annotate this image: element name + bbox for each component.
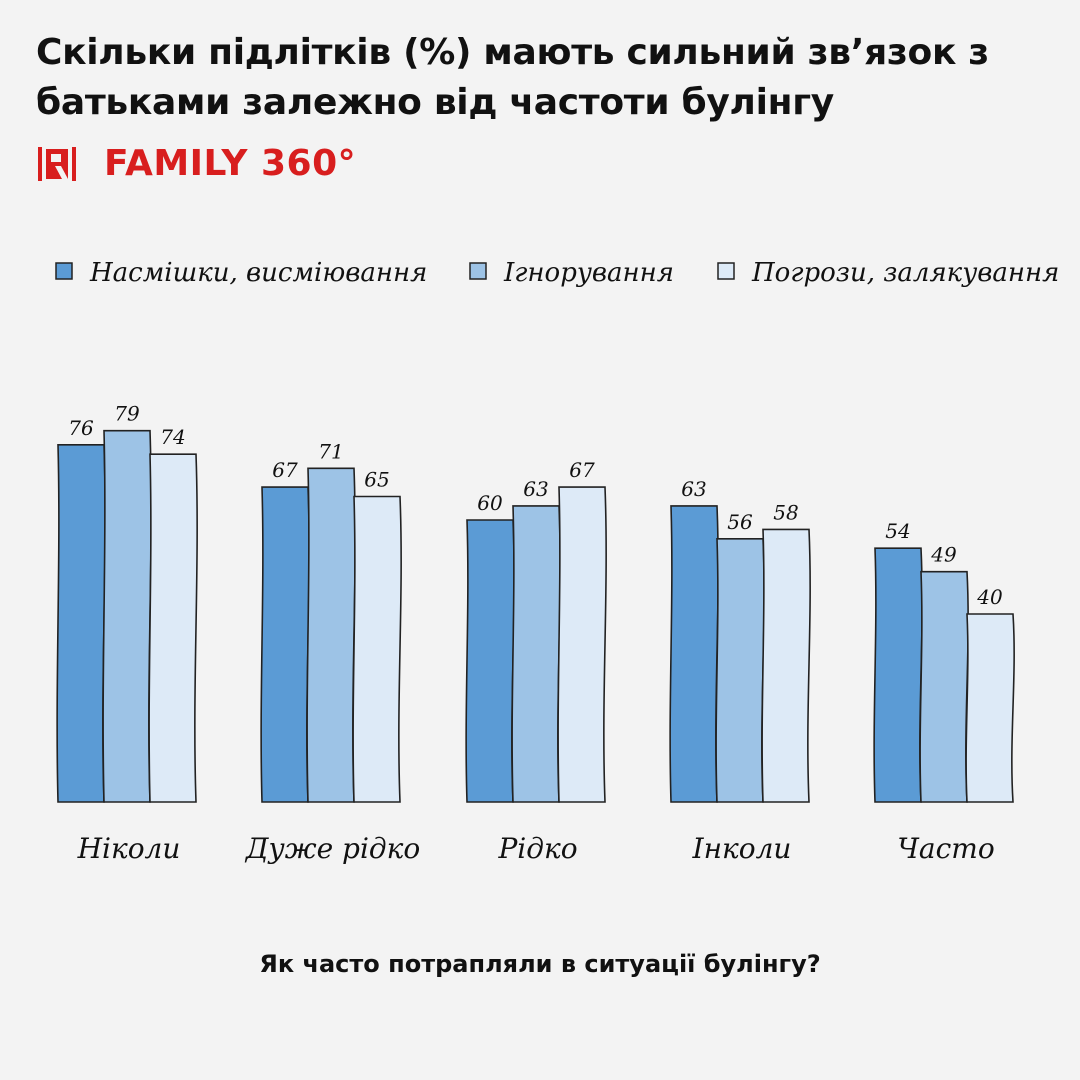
bar-3-series-3 (557, 486, 607, 803)
legend-label: Погрози, залякування (751, 258, 1059, 288)
category-label: Інколи (692, 832, 792, 865)
data-label: 65 (364, 468, 389, 492)
bar-1-series-1 (56, 444, 106, 803)
bar-1-series-3 (148, 453, 198, 803)
data-label: 67 (569, 458, 595, 482)
data-label: 56 (727, 510, 753, 534)
data-label: 63 (523, 477, 548, 501)
bar-5-series-2 (919, 570, 969, 803)
category-labels: Ніколи Дуже рідко Рідко Інколи Часто (77, 832, 995, 865)
bar-3-series-2 (511, 505, 561, 803)
data-label: 76 (68, 416, 94, 440)
legend-swatch (469, 262, 487, 280)
bar-2-series-1 (260, 486, 310, 803)
category-label: Ніколи (77, 832, 181, 865)
data-label: 79 (114, 402, 140, 426)
chart-title: Скільки підлітків (%) мають сильний зв’я… (36, 32, 989, 123)
data-label: 60 (477, 491, 503, 515)
data-label: 40 (976, 585, 1003, 609)
category-label: Дуже рідко (244, 832, 421, 865)
bar-2-series-2 (306, 467, 356, 803)
data-label: 49 (930, 543, 957, 567)
bar-4-series-3 (761, 528, 811, 803)
bar-5-series-1 (873, 547, 923, 803)
data-label: 67 (272, 458, 298, 482)
legend-swatch (55, 262, 73, 280)
data-label: 58 (773, 500, 798, 524)
chart-bars: 76 79 74 67 71 65 60 63 67 63 56 58 54 49 40 (56, 402, 1015, 803)
r-bracket-logo-icon (38, 147, 76, 181)
legend-label: Насмішки, висміювання (89, 258, 427, 288)
data-label: 71 (318, 439, 343, 463)
data-label: 74 (160, 425, 185, 449)
data-label: 54 (885, 519, 910, 543)
x-axis-title: Як часто потрапляли в ситуації булінгу? (259, 950, 821, 978)
chart-legend: Насмішки, висміювання Ігнорування Погрози,… (55, 258, 1059, 288)
bar-3-series-1 (465, 519, 515, 803)
bar-4-series-1 (669, 505, 719, 803)
bar-5-series-3 (965, 613, 1015, 803)
data-label: 63 (681, 477, 706, 501)
legend-swatch (717, 262, 735, 280)
bar-2-series-3 (352, 495, 402, 803)
category-label: Часто (897, 832, 994, 865)
brand-name: FAMILY 360° (104, 143, 357, 184)
legend-label: Ігнорування (503, 258, 674, 288)
category-label: Рідко (497, 832, 577, 865)
brand: FAMILY 360° (38, 142, 356, 186)
bar-1-series-2 (102, 429, 152, 803)
bar-4-series-2 (715, 538, 765, 803)
